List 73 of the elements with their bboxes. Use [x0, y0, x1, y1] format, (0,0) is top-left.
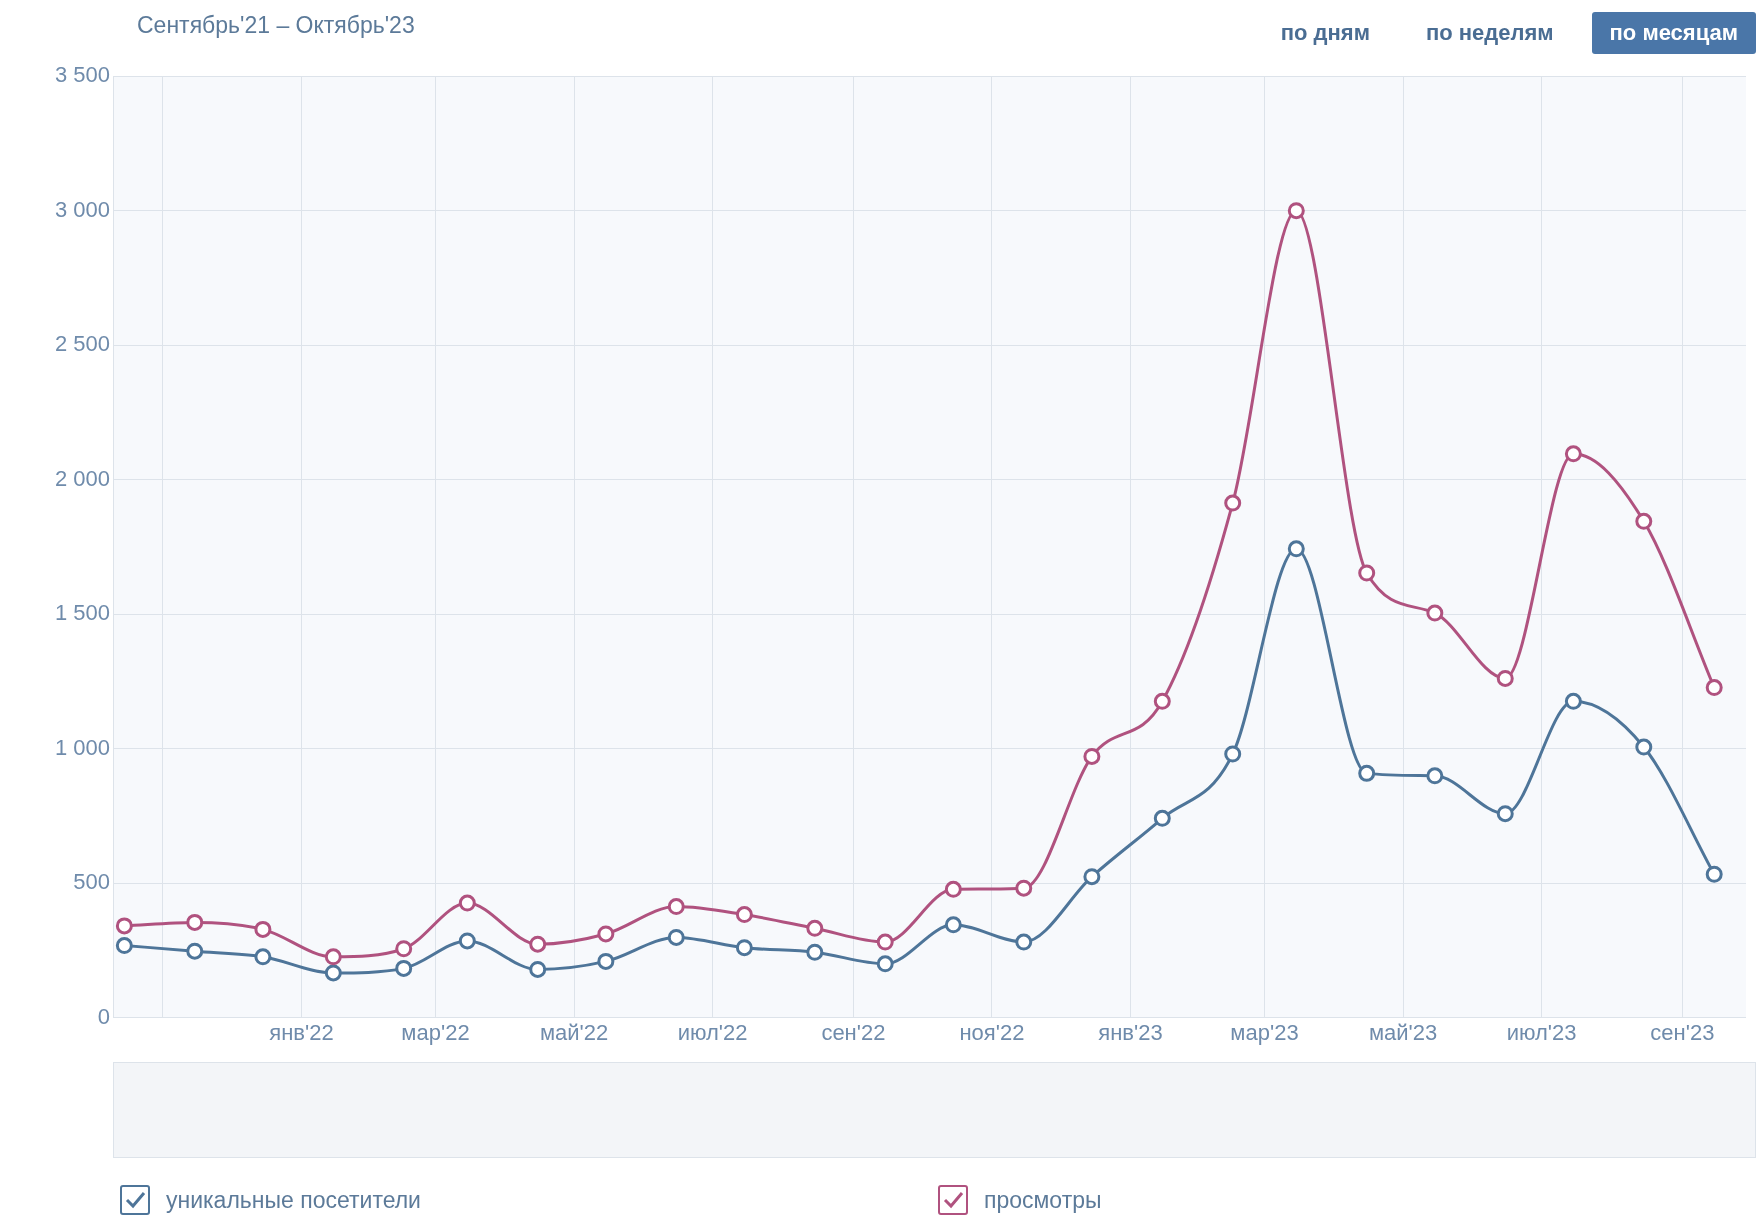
- x-tick-label: сен'23: [1650, 1019, 1715, 1045]
- point: [1153, 692, 1171, 710]
- point: [186, 913, 204, 931]
- point: [944, 880, 962, 898]
- point: [1287, 202, 1305, 220]
- text: по неделям: [1424, 19, 1555, 47]
- point: [1015, 879, 1033, 897]
- point: [254, 948, 272, 966]
- point: [1224, 494, 1242, 512]
- x-tick-label: янв'22: [269, 1019, 334, 1045]
- point: [1635, 738, 1653, 756]
- point: [876, 933, 894, 951]
- point: [1635, 512, 1653, 530]
- point: [1015, 933, 1033, 951]
- point: [597, 925, 615, 943]
- legend-label: просмотры: [984, 1186, 1102, 1214]
- point: [395, 940, 413, 958]
- point: [1564, 692, 1582, 710]
- point: [458, 932, 476, 950]
- point: [186, 942, 204, 960]
- point: [876, 955, 894, 973]
- point: [735, 939, 753, 957]
- point: [529, 935, 547, 953]
- x-tick-label: мар'23: [1230, 1019, 1299, 1045]
- point: [667, 898, 685, 916]
- point: [1224, 745, 1242, 763]
- point: [1496, 805, 1514, 823]
- point: [1083, 868, 1101, 886]
- point: [1083, 747, 1101, 765]
- point: [1496, 669, 1514, 687]
- point: [324, 964, 342, 982]
- y-tick-label: 2 000: [54, 465, 110, 491]
- point: [597, 952, 615, 970]
- point: [667, 928, 685, 946]
- x-tick-label: янв'23: [1098, 1019, 1163, 1045]
- point: [1287, 540, 1305, 558]
- x-tick-label: ноя'22: [959, 1019, 1025, 1045]
- y-tick-label: 3 500: [54, 62, 110, 88]
- point: [458, 894, 476, 912]
- point: [735, 906, 753, 924]
- text: по дням: [1279, 19, 1371, 47]
- chart-title: Сентябрь'21 – Октябрь'23: [137, 12, 415, 39]
- y-tick-label: 1 000: [54, 734, 110, 760]
- y-tick-label: 500: [73, 869, 110, 895]
- point: [254, 920, 272, 938]
- point: [1564, 445, 1582, 463]
- point: [1358, 764, 1376, 782]
- point: [324, 948, 342, 966]
- point: [1153, 809, 1171, 827]
- point: [1426, 767, 1444, 785]
- x-tick-label: май'22: [539, 1019, 609, 1045]
- text: по месяцам: [1591, 12, 1756, 54]
- y-tick-label: 1 500: [54, 600, 110, 626]
- point: [529, 960, 547, 978]
- point: [1358, 564, 1376, 582]
- y-tick-label: 3 000: [54, 196, 110, 222]
- y-tick-label: 0: [97, 1003, 110, 1029]
- legend-label: уникальные посетители: [166, 1186, 421, 1214]
- x-tick-label: май'23: [1368, 1019, 1438, 1045]
- x-tick-label: мар'22: [401, 1019, 470, 1045]
- x-tick-label: июл'23: [1506, 1019, 1577, 1045]
- point: [1705, 679, 1723, 697]
- point: [1705, 865, 1723, 883]
- point: [115, 917, 133, 935]
- point: [806, 943, 824, 961]
- point: [806, 919, 824, 937]
- x-tick-label: июл'22: [677, 1019, 748, 1045]
- point: [944, 916, 962, 934]
- y-tick-label: 2 500: [54, 331, 110, 357]
- point: [115, 937, 133, 955]
- point: [395, 959, 413, 977]
- point: [1426, 604, 1444, 622]
- x-tick-label: сен'22: [821, 1019, 886, 1045]
